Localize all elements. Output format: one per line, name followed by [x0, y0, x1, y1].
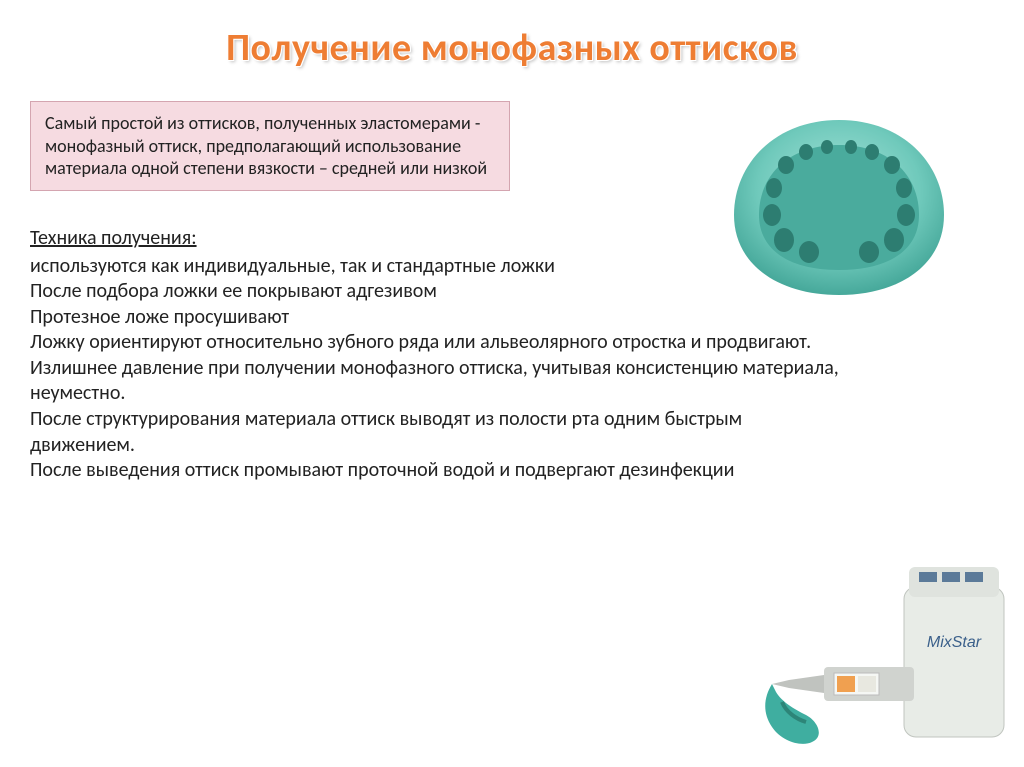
mixer-device-image: MixStar: [764, 547, 1014, 757]
page-title: Получение монофазных оттисков: [30, 25, 994, 71]
intro-box: Самый простой из оттисков, полученных эл…: [30, 101, 510, 191]
dental-impression-image: [724, 110, 954, 300]
intro-text: Самый простой из оттисков, полученных эл…: [45, 112, 487, 179]
mixer-brand-label: MixStar: [927, 634, 982, 651]
